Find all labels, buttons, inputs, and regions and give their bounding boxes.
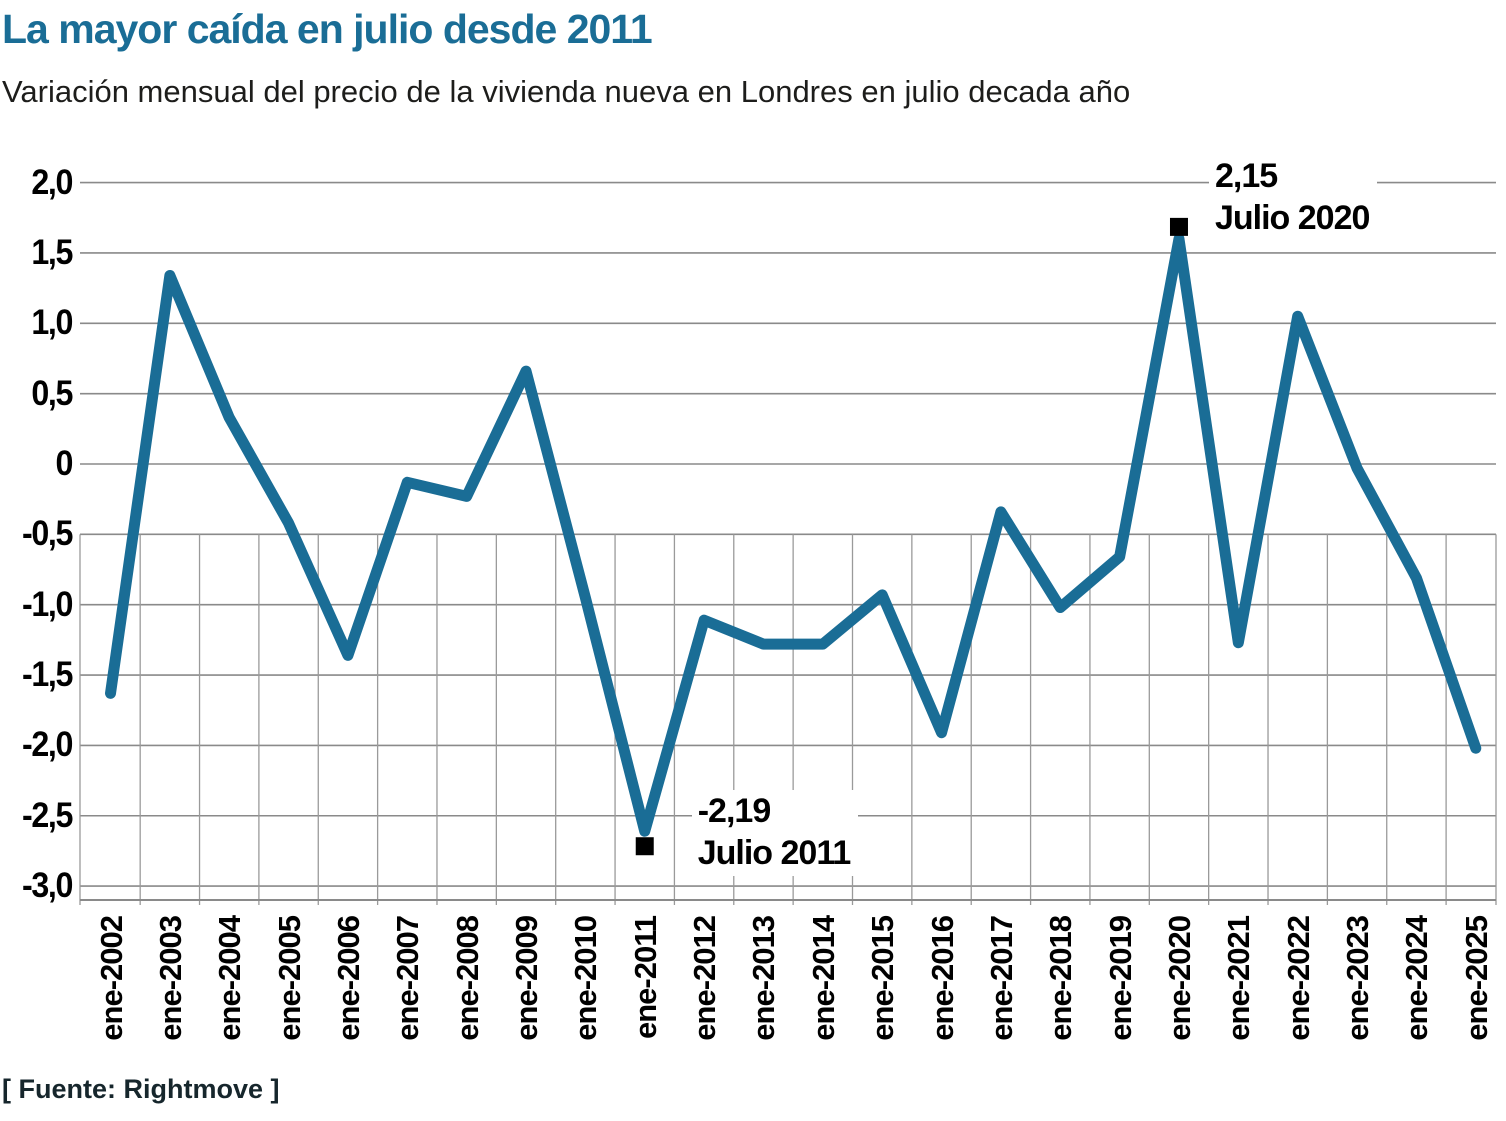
y-axis-label: -2,5 <box>22 795 73 835</box>
annotation-julio-2011: -2,19 Julio 2011 <box>691 790 859 877</box>
annotation-date-label: Julio 2011 <box>697 834 852 873</box>
y-axis-label: -1,0 <box>22 584 73 624</box>
x-axis-label: ene-2023 <box>1340 916 1376 1041</box>
chart-subtitle: Variación mensual del precio de la vivie… <box>2 74 1131 109</box>
x-axis-label: ene-2013 <box>746 916 782 1041</box>
x-axis-label: ene-2018 <box>1043 916 1079 1041</box>
x-axis-label: ene-2005 <box>271 916 307 1041</box>
price-variation-line <box>105 233 1482 837</box>
y-axis-label: 0,5 <box>31 373 73 413</box>
y-axis-label: 0 <box>55 444 73 483</box>
x-axis-label: ene-2007 <box>390 916 426 1041</box>
y-axis-label: 2,0 <box>31 162 73 202</box>
x-axis-label: ene-2015 <box>865 916 901 1041</box>
x-axis-label: ene-2020 <box>1161 916 1197 1041</box>
annotation-marker-square <box>1169 217 1188 236</box>
y-axis-label: 1,0 <box>31 303 73 343</box>
chart-title: La mayor caída en julio desde 2011 <box>2 6 653 52</box>
x-axis-label: ene-2006 <box>330 916 366 1041</box>
x-axis-label: ene-2014 <box>805 916 841 1041</box>
y-axis-label: 1,5 <box>31 232 73 272</box>
x-axis-label: ene-2003 <box>152 916 188 1041</box>
x-axis-label: ene-2004 <box>212 916 248 1041</box>
x-axis-label: ene-2010 <box>568 916 604 1041</box>
y-axis-label: -3,0 <box>22 866 73 906</box>
annotation-date-label: Julio 2020 <box>1214 198 1370 237</box>
x-axis-label: ene-2025 <box>1458 916 1494 1041</box>
x-axis-label: ene-2017 <box>983 916 1019 1041</box>
annotation-value-label: -2,19 <box>697 792 771 831</box>
x-axis-label: ene-2016 <box>924 916 960 1041</box>
x-axis-label: ene-2011 <box>627 916 663 1039</box>
x-axis-label: ene-2009 <box>509 916 545 1041</box>
y-axis-label: -1,5 <box>22 655 73 695</box>
x-axis-label: ene-2008 <box>449 916 485 1041</box>
annotation-marker-square <box>635 837 654 856</box>
x-axis-label: ene-2012 <box>687 916 723 1041</box>
x-axis-label: ene-2024 <box>1399 916 1435 1041</box>
y-axis-label: -0,5 <box>22 514 73 554</box>
annotation-julio-2020: 2,15 Julio 2020 <box>1208 154 1378 241</box>
source-credit: [ Fuente: Rightmove ] <box>2 1074 280 1104</box>
annotation-value-label: 2,15 <box>1214 156 1278 195</box>
x-axis-label: ene-2002 <box>93 916 129 1041</box>
y-axis-label: -2,0 <box>22 725 73 765</box>
x-axis-label: ene-2021 <box>1221 916 1257 1041</box>
x-axis-label: ene-2019 <box>1102 916 1138 1041</box>
x-axis-label: ene-2022 <box>1280 916 1316 1041</box>
